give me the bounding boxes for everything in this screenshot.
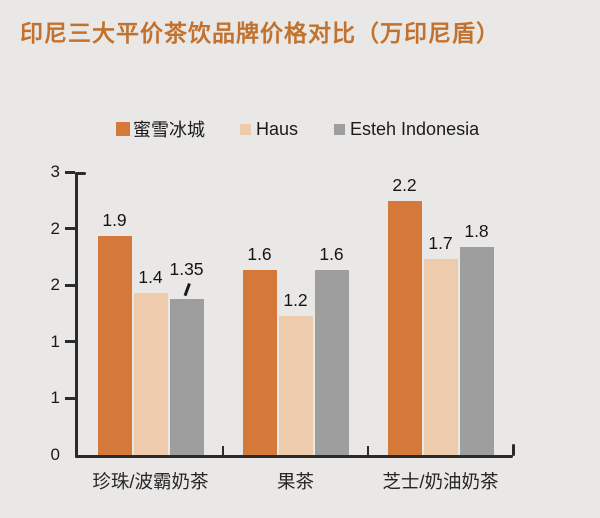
y-axis-line: [75, 172, 78, 458]
bar-value-label: 1.4: [138, 267, 163, 288]
bar: 1.8: [459, 221, 494, 455]
category-label: 果茶: [276, 471, 314, 492]
legend-item-mixue: 蜜雪冰城: [116, 116, 205, 142]
legend-label-esteh: Esteh Indonesia: [350, 118, 480, 139]
category-labels: 珍珠/波霸奶茶 果茶 芝士/奶油奶茶: [78, 468, 513, 498]
bar-value-label: 1.8: [464, 221, 489, 242]
x-axis-end-cap: [512, 444, 515, 456]
bar-value-label: 1.35: [169, 259, 204, 280]
bar: 2.2: [387, 175, 422, 455]
legend-swatch-mixue: [116, 122, 130, 136]
bar-group: 2.2 1.7 1.8: [368, 172, 513, 455]
bar-value-label: 1.6: [247, 244, 272, 265]
x-axis-line: [75, 455, 513, 458]
y-tick-label: 1: [50, 331, 60, 351]
bar-value-label: 1.2: [283, 290, 308, 311]
legend: 蜜雪冰城 Haus Esteh Indonesia: [0, 116, 600, 142]
category-label: 芝士/奶油奶茶: [382, 471, 499, 492]
leader-line: [183, 283, 190, 297]
legend-swatch-esteh: [334, 123, 345, 135]
y-tick: [65, 340, 75, 344]
y-tick-label: 0: [50, 445, 60, 464]
bar-value-label: 1.7: [428, 232, 453, 253]
bar-group: 1.6 1.2 1.6: [223, 172, 368, 455]
bar: 1.4: [133, 267, 168, 455]
y-tick: [65, 283, 75, 287]
y-tick: [65, 227, 75, 231]
bar-group: 1.9 1.4 1.35: [78, 172, 223, 455]
bar: 1.9: [97, 210, 132, 455]
y-tick-label: 3: [50, 162, 60, 181]
category-label: 珍珠/波霸奶茶: [92, 471, 209, 492]
y-tick: [65, 396, 75, 400]
bar: 1.35: [169, 259, 204, 455]
bar: 1.7: [423, 233, 458, 455]
y-tick-label: 2: [50, 275, 60, 295]
legend-label-haus: Haus: [256, 118, 299, 139]
bar-value-label: 2.2: [392, 174, 417, 195]
bar-value-label: 1.9: [102, 209, 127, 230]
chart-title: 印尼三大平价茶饮品牌价格对比（万印尼盾）: [20, 20, 500, 46]
y-tick: [65, 170, 75, 174]
legend-label-mixue: 蜜雪冰城: [133, 120, 205, 140]
y-tick-label: 1: [50, 388, 60, 408]
legend-swatch-haus: [240, 123, 251, 135]
legend-item-esteh: Esteh Indonesia: [334, 116, 479, 142]
x-tick: [367, 446, 369, 455]
y-tick-label: 2: [50, 218, 60, 238]
bar: 1.2: [278, 290, 313, 455]
bar: 1.6: [314, 244, 349, 455]
bar-value-label: 1.6: [319, 244, 344, 265]
plot-area: 3 2 2 1 1 0 1.9 1.4 1.35 1.6 1.2 1.6 2.2 1.7 1.8: [51, 162, 515, 464]
legend-item-haus: Haus: [240, 116, 298, 142]
y-axis-top-cap: [75, 172, 86, 175]
x-tick: [222, 446, 224, 455]
bar: 1.6: [242, 244, 277, 455]
